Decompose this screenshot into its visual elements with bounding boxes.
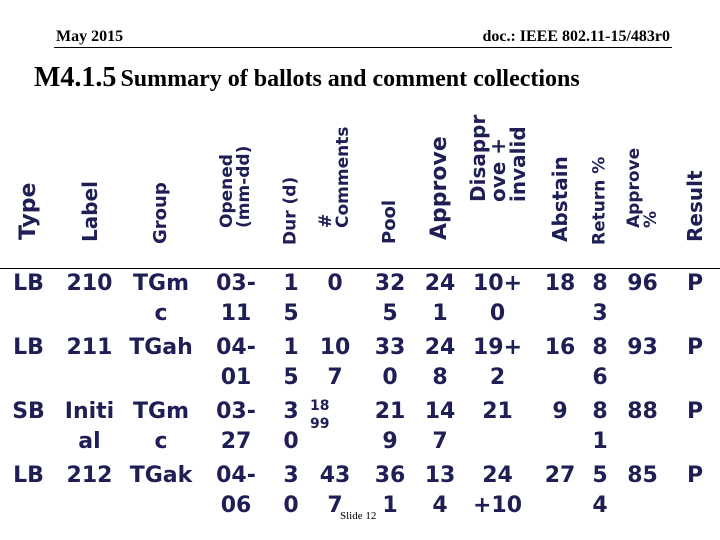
cell-return: 5 4 — [592, 463, 608, 518]
column-header-label: Label — [77, 181, 102, 242]
cell-group: TGah — [129, 335, 193, 360]
column-header-approve: Approve — [420, 136, 460, 268]
cell-comments: 43 7 — [319, 463, 351, 518]
cell-abstain: 27 — [544, 463, 576, 488]
cell-dur: 3 0 — [283, 399, 299, 454]
cell-disapprove: 19+ 2 — [472, 335, 523, 390]
column-header-label: Approve % — [623, 147, 661, 228]
column-header-return: Return % — [585, 138, 615, 268]
cell-pool: 32 5 — [374, 271, 406, 326]
cell-opened: 04- 06 — [216, 463, 256, 518]
cell-opened: 03- 27 — [216, 399, 256, 454]
cell-group: TGm c — [133, 399, 189, 454]
table-body: LB 210 TGm c 03- 11 1 5 0 32 5 24 1 10+ 0 18 8 3 96… — [0, 269, 720, 525]
cell-abstain: 9 — [552, 399, 568, 424]
cell-group: TGm c — [133, 271, 189, 326]
column-header-label: Abstain — [548, 156, 572, 242]
cell-type: SB — [12, 399, 45, 424]
cell-approve: 13 4 — [424, 463, 456, 518]
cell-approve: 24 8 — [424, 335, 456, 390]
table-row: SB Initi al TGm c 03- 27 3 0 18 99 21 9 14 7 21 9… — [0, 397, 720, 461]
column-header-comments: # Comments — [310, 127, 360, 268]
column-header-opened: Opened (mm-dd) — [200, 138, 272, 268]
column-header-label: Result — [683, 170, 707, 242]
cell-approve_pct: 96 — [627, 271, 658, 296]
cell-label: Initi al — [64, 399, 115, 454]
cell-approve: 24 1 — [424, 271, 456, 326]
column-header-label: Pool — [379, 199, 400, 244]
column-header-pool: Pool — [360, 138, 420, 268]
column-header-approve_pct: Approve % — [615, 138, 670, 268]
column-header-label: Opened (mm-dd) — [217, 145, 254, 228]
cell-result: P — [686, 335, 704, 360]
cell-approve: 14 7 — [424, 399, 456, 454]
cell-type: LB — [13, 271, 44, 296]
cell-result: P — [686, 271, 704, 296]
cell-dur: 3 0 — [283, 463, 299, 518]
cell-opened: 03- 11 — [216, 271, 256, 326]
cell-return: 8 1 — [592, 399, 608, 454]
column-header-label: Dur (d) — [280, 176, 301, 245]
cell-result: P — [686, 399, 704, 424]
column-header-label: # Comments — [316, 126, 353, 228]
table-row: LB 211 TGah 04- 01 1 5 10 7 33 0 24 8 19+ 2 16 8 6… — [0, 333, 720, 397]
ballot-table: Type Label Group Opened (mm-dd) Dur (d) # Com… — [0, 115, 720, 525]
cell-abstain: 18 — [544, 271, 576, 296]
cell-approve_pct: 93 — [627, 335, 658, 360]
cell-type: LB — [13, 335, 44, 360]
column-header-label: Label — [57, 138, 122, 268]
cell-disapprove: 10+ 0 — [472, 271, 523, 326]
cell-return: 8 6 — [592, 335, 608, 390]
column-header-abstain: Abstain — [535, 138, 585, 268]
table-row: LB 212 TGak 04- 06 3 0 43 7 36 1 13 4 24 +10 27 5 … — [0, 461, 720, 525]
column-header-label: Group — [150, 182, 171, 244]
cell-label: 211 — [66, 335, 113, 360]
cell-comments: 18 99 — [310, 398, 330, 432]
table-row: LB 210 TGm c 03- 11 1 5 0 32 5 24 1 10+ 0 18 8 3 96… — [0, 269, 720, 333]
slide-number: Slide 12 — [340, 510, 377, 522]
column-header-label: Disappr ove + invalid — [465, 114, 530, 202]
header-doc-id: doc.: IEEE 802.11-15/483r0 — [482, 28, 670, 45]
column-header-label: Return % — [589, 156, 610, 245]
column-header-type: Type — [0, 138, 57, 268]
column-header-disapprove: Disappr ove + invalid — [460, 115, 535, 268]
cell-pool: 33 0 — [374, 335, 406, 390]
header-date: May 2015 — [56, 28, 124, 45]
cell-disapprove: 21 — [482, 399, 513, 424]
cell-label: 210 — [66, 271, 113, 296]
title-text: Summary of ballots and comment collectio… — [120, 66, 580, 92]
column-header-dur: Dur (d) — [272, 138, 310, 268]
cell-group: TGak — [129, 463, 193, 488]
cell-dur: 1 5 — [283, 335, 299, 390]
cell-return: 8 3 — [592, 271, 608, 326]
cell-result: P — [686, 463, 704, 488]
header-rule — [54, 47, 672, 48]
cell-comments: 10 7 — [319, 335, 351, 390]
table-header-row: Type Label Group Opened (mm-dd) Dur (d) # Com… — [0, 115, 720, 269]
cell-dur: 1 5 — [283, 271, 299, 326]
cell-comments: 0 — [327, 271, 343, 296]
cell-pool: 21 9 — [374, 399, 406, 454]
column-header-result: Result — [670, 138, 720, 268]
cell-approve_pct: 88 — [627, 399, 658, 424]
cell-pool: 36 1 — [374, 463, 406, 518]
cell-approve_pct: 85 — [627, 463, 658, 488]
title-number: M4.1.5 — [34, 62, 117, 93]
cell-opened: 04- 01 — [216, 335, 256, 390]
cell-label: 212 — [66, 463, 113, 488]
column-header-label: Type — [15, 182, 41, 240]
column-header-group: Group — [122, 138, 200, 268]
column-header-label: Approve — [427, 136, 452, 240]
cell-type: LB — [13, 463, 44, 488]
cell-disapprove: 24 +10 — [472, 463, 523, 518]
slide-title: M4.1.5 Summary of ballots and comment co… — [34, 62, 580, 94]
cell-abstain: 16 — [544, 335, 576, 360]
